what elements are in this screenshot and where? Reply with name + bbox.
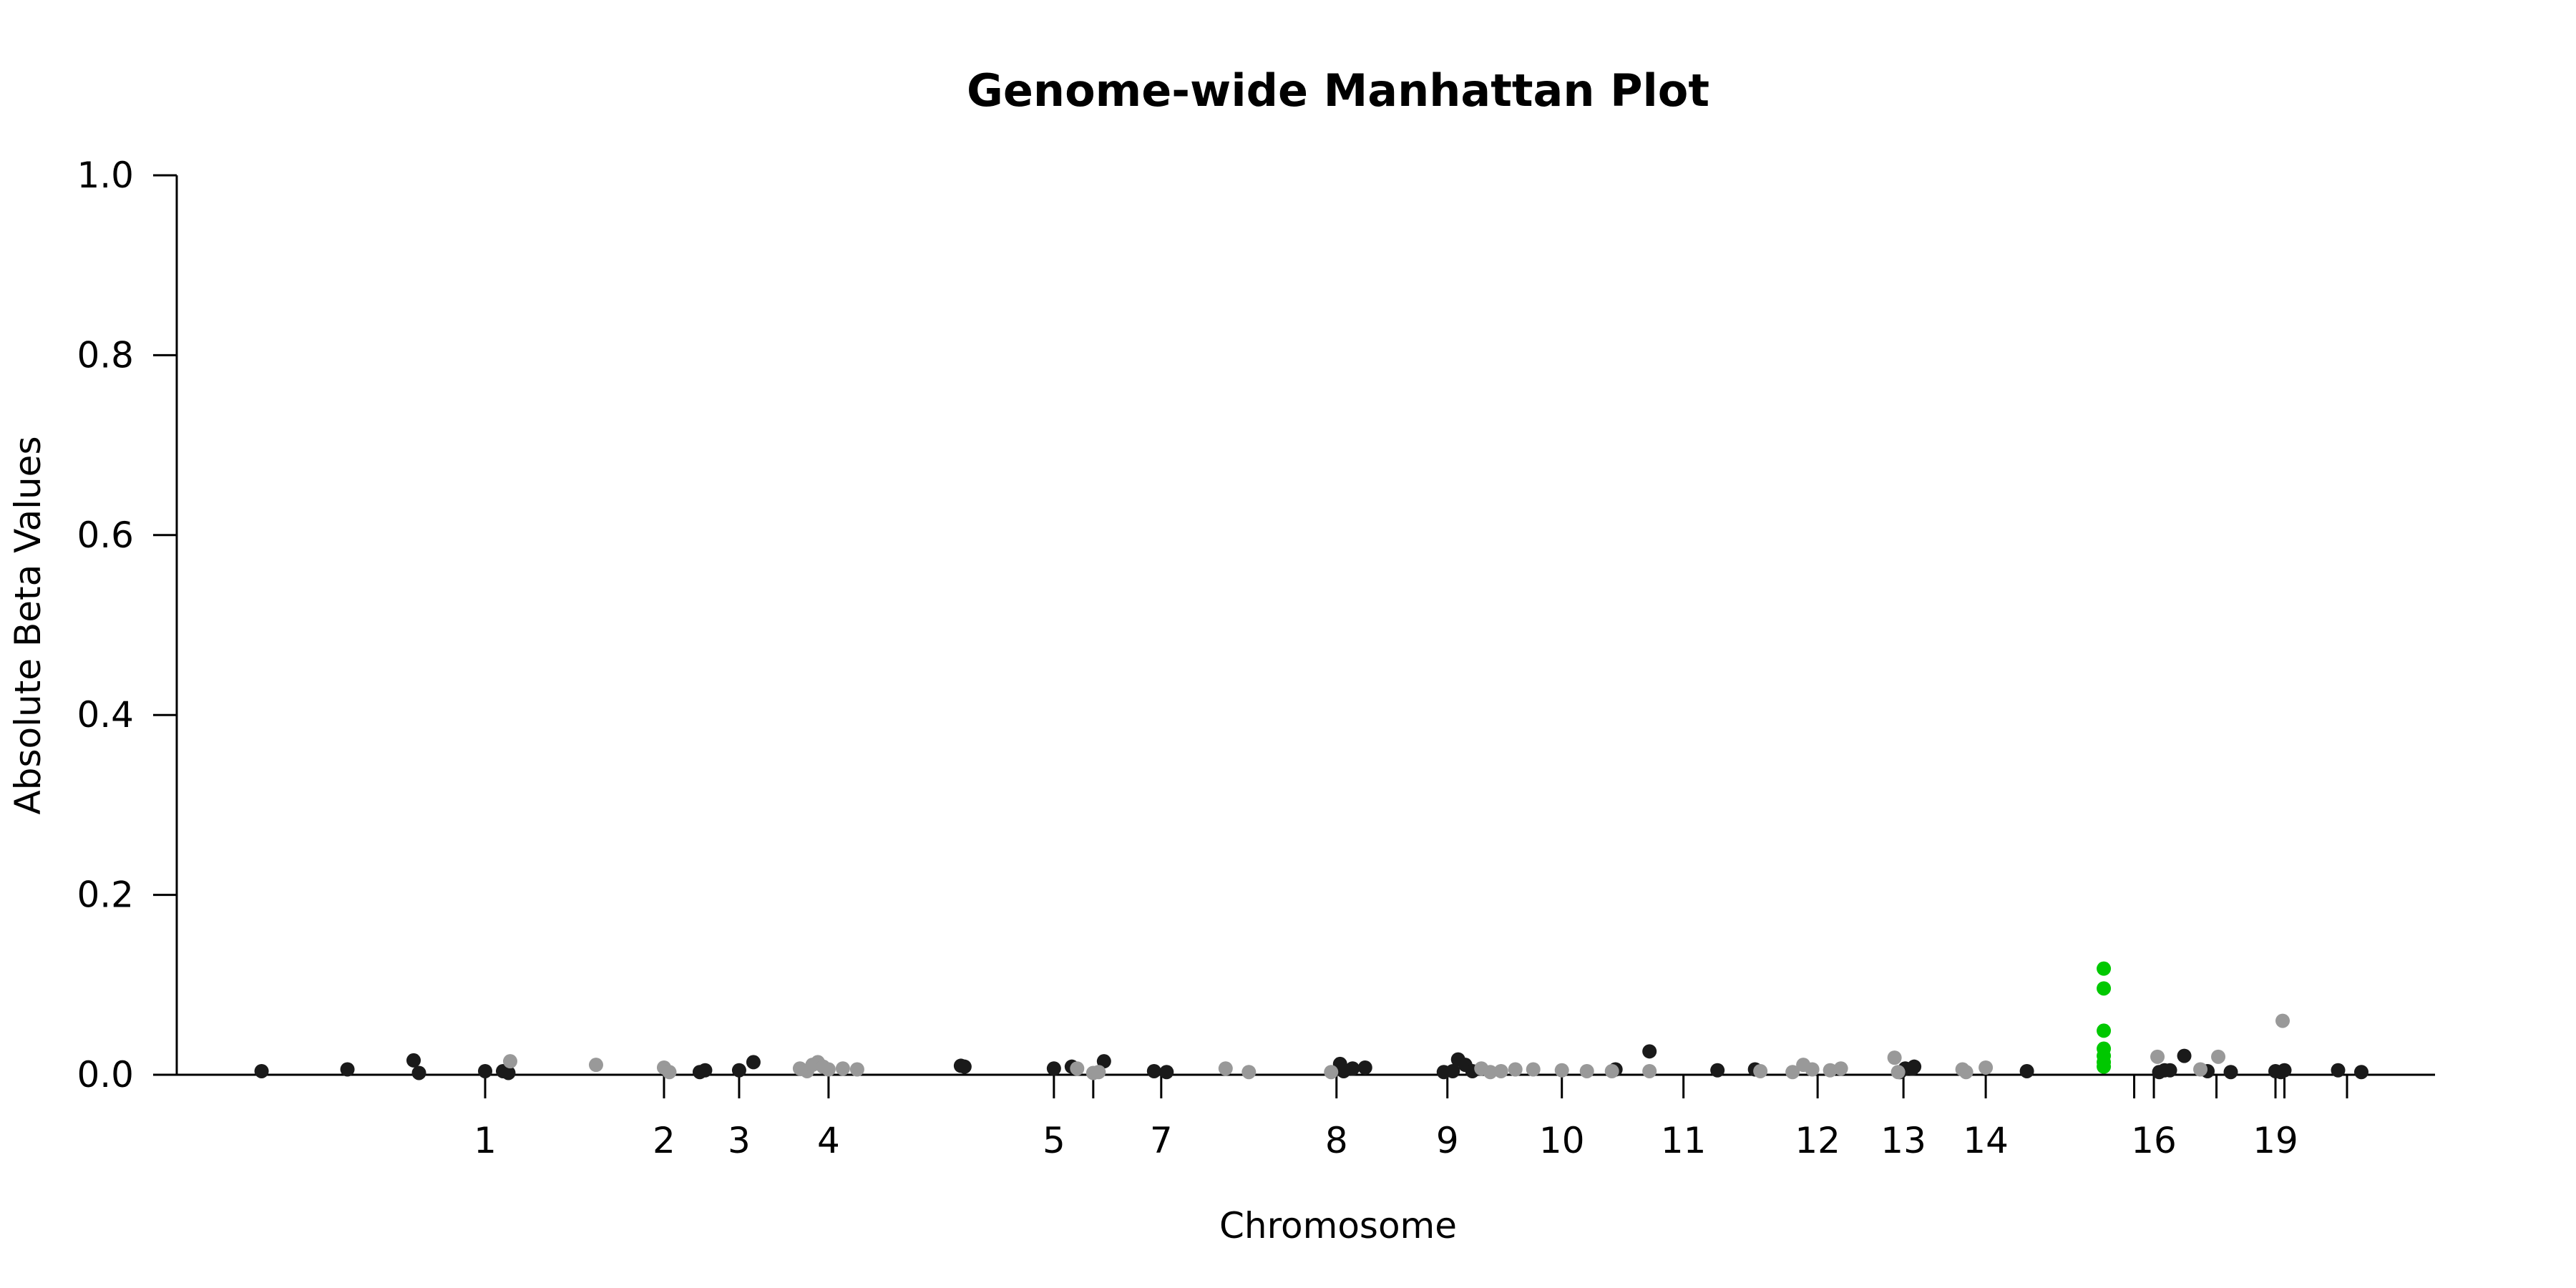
data-point (835, 1061, 850, 1076)
data-point (1357, 1060, 1372, 1075)
data-point (2353, 1065, 2368, 1080)
chart-title: Genome-wide Manhattan Plot (967, 64, 1709, 117)
data-point (746, 1055, 761, 1070)
data-point (1345, 1061, 1360, 1076)
y-axis-label: Absolute Beta Values (7, 436, 49, 815)
data-point (1642, 1063, 1657, 1078)
data-point (698, 1063, 713, 1078)
x-tick-label: 1 (474, 1120, 497, 1161)
data-point (1833, 1061, 1848, 1076)
y-tick-label: 0.8 (77, 334, 134, 376)
data-point (478, 1063, 492, 1078)
data-point (731, 1063, 746, 1078)
data-point (2211, 1049, 2226, 1064)
data-point (957, 1059, 972, 1074)
x-tick-label: 5 (1043, 1120, 1065, 1161)
data-point (2275, 1013, 2290, 1028)
x-tick-label: 12 (1795, 1120, 1840, 1161)
data-point (1604, 1063, 1619, 1078)
x-tick-label: 19 (2253, 1120, 2298, 1161)
data-point (1979, 1060, 1994, 1075)
data-point (1958, 1065, 1974, 1080)
x-tick-label: 10 (1539, 1120, 1585, 1161)
data-point (662, 1065, 677, 1080)
data-point (1526, 1062, 1541, 1077)
data-point (340, 1062, 355, 1077)
data-point (1753, 1063, 1768, 1078)
data-point (1805, 1062, 1820, 1077)
data-point (1324, 1065, 1339, 1080)
data-point (821, 1062, 836, 1077)
data-point (2331, 1063, 2346, 1078)
data-point (1823, 1063, 1838, 1078)
x-tick-label: 7 (1150, 1120, 1173, 1161)
data-point (1096, 1054, 1111, 1069)
data-point (2150, 1049, 2165, 1064)
y-tick-label: 1.0 (77, 155, 134, 196)
data-point (1907, 1059, 1922, 1074)
data-point (1483, 1065, 1498, 1080)
x-tick-label: 14 (1963, 1120, 2009, 1161)
data-point (1890, 1065, 1906, 1080)
x-tick-label: 8 (1325, 1120, 1348, 1161)
data-point (2193, 1062, 2208, 1077)
data-point (1046, 1061, 1061, 1076)
y-tick-label: 0.6 (77, 514, 134, 556)
data-point (2097, 1023, 2112, 1038)
data-point (1887, 1050, 1902, 1065)
y-axis-ticks: 0.0 0.2 0.4 0.6 0.8 1.0 (77, 155, 177, 1096)
data-point (2223, 1065, 2238, 1080)
x-axis-ticks: 1 2 3 4 5 7 8 9 10 11 12 13 14 16 19 (474, 1075, 2348, 1161)
data-point (1579, 1063, 1594, 1078)
x-tick-label: 9 (1436, 1120, 1459, 1161)
data-point (1241, 1065, 1257, 1080)
y-tick-label: 0.2 (77, 874, 134, 916)
data-point (2097, 1059, 2112, 1074)
data-point (1785, 1065, 1800, 1080)
data-point (1070, 1061, 1085, 1076)
y-tick-label: 0.0 (77, 1054, 134, 1096)
data-point (1642, 1044, 1657, 1059)
x-tick-label: 13 (1880, 1120, 1926, 1161)
x-tick-label: 11 (1661, 1120, 1707, 1161)
data-point (1146, 1063, 1161, 1078)
data-point (406, 1053, 421, 1068)
data-point (1554, 1063, 1569, 1078)
data-point (849, 1062, 864, 1077)
data-point (588, 1058, 603, 1073)
data-point (1493, 1063, 1508, 1078)
data-point (1091, 1065, 1106, 1080)
data-point (502, 1054, 517, 1069)
x-tick-label: 2 (653, 1120, 675, 1161)
data-point (2277, 1063, 2292, 1078)
y-tick-label: 0.4 (77, 694, 134, 736)
data-point (2177, 1048, 2192, 1063)
data-point (1710, 1063, 1725, 1078)
data-point (1508, 1062, 1523, 1077)
data-points (254, 961, 2368, 1080)
data-point (254, 1063, 269, 1078)
x-tick-label: 16 (2131, 1120, 2177, 1161)
data-point (1159, 1065, 1174, 1080)
data-point (2019, 1063, 2034, 1078)
data-point (501, 1065, 516, 1080)
data-point (411, 1065, 426, 1080)
x-axis-label: Chromosome (1219, 1205, 1457, 1246)
data-point (1218, 1061, 1233, 1076)
x-tick-label: 3 (728, 1120, 751, 1161)
data-point (2097, 961, 2112, 976)
data-point (2162, 1063, 2177, 1078)
data-point (2097, 981, 2112, 996)
x-tick-label: 4 (817, 1120, 840, 1161)
data-point (1445, 1063, 1460, 1078)
